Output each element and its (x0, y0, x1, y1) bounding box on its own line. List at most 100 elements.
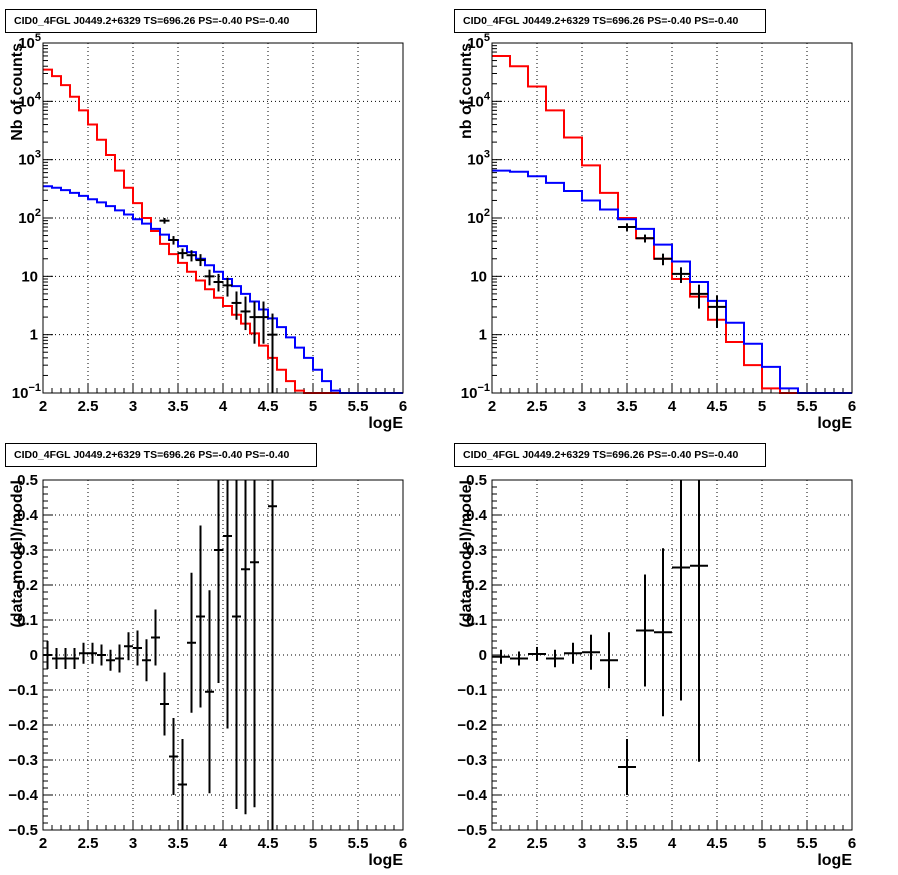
chart-panel-counts-2: 2 2.5 3 3.5 4 4.5 5 5.5 6 10−1 1 10 102 103 104 105 logE… (449, 0, 898, 437)
x-tick-label: 4 (219, 835, 228, 852)
y-tick-label: 0.4 (466, 507, 488, 524)
data-point (258, 301, 269, 344)
x-tick-label: 6 (848, 398, 856, 415)
x-tick-label: 2.5 (527, 398, 548, 415)
plot-frame (491, 479, 853, 831)
counts-chart-1-svg: 2 2.5 3 3.5 4 4.5 5 5.5 6 10−1 1 10 102 103 104 105 logE… (9, 32, 407, 432)
data-point (618, 223, 636, 231)
data-point (672, 267, 690, 283)
data-point (231, 291, 242, 320)
x-tick-label: 2.5 (527, 835, 548, 852)
y-tick-label: 0.1 (466, 612, 487, 629)
y-tick-label: 0.5 (17, 472, 38, 489)
y-tick-label: −0.1 (8, 682, 38, 699)
residual-point (223, 480, 232, 729)
y-tick-label: 0.2 (17, 577, 38, 594)
x-tick-label: 4 (668, 398, 677, 415)
y-axis-title: (data-model)/model (458, 480, 475, 628)
y-axis-title: nb of counts (458, 43, 475, 139)
data-point (222, 277, 233, 297)
residual-point (205, 590, 214, 794)
x-tick-label: 2 (488, 398, 496, 415)
residual-point (79, 642, 88, 664)
model-total-line (43, 68, 403, 394)
y-tick-label: 0.1 (17, 612, 38, 629)
y-axis-title: (data-model)/model (9, 480, 26, 628)
y-tick-label: 104 (18, 90, 42, 110)
y-tick-label: 103 (18, 149, 41, 169)
y-tick-label: −0.2 (8, 717, 38, 734)
residual-point (492, 649, 510, 664)
data-point (168, 236, 179, 245)
y-tick-label: 102 (467, 207, 490, 227)
x-tick-label: 4.5 (258, 398, 279, 415)
y-tick-label: 0.2 (466, 577, 487, 594)
residual-point (636, 574, 654, 687)
residual-point (124, 632, 133, 661)
y-tick-label: 105 (467, 32, 490, 52)
y-tick-label: 10−1 (12, 382, 41, 402)
data-point (708, 295, 726, 329)
model-component-line (492, 169, 852, 394)
y-tick-label: 0.3 (17, 542, 38, 559)
residual-point (52, 648, 61, 669)
data-point (690, 284, 708, 309)
residual-point (528, 646, 546, 661)
x-tick-label: 3.5 (168, 398, 189, 415)
residual-point (510, 651, 528, 666)
residual-point (70, 648, 79, 669)
x-tick-label: 5 (309, 835, 317, 852)
data-point (186, 250, 197, 262)
y-tick-label: −0.5 (8, 822, 38, 839)
x-tick-label: 2.5 (78, 835, 99, 852)
residual-point (43, 641, 52, 669)
y-tick-label: −0.5 (457, 822, 487, 839)
residual-point (160, 672, 169, 736)
x-tick-label: 5 (309, 398, 317, 415)
residual-point (106, 649, 115, 671)
residual-point (97, 644, 106, 666)
x-tick-label: 3.5 (168, 835, 189, 852)
x-axis-title: logE (368, 852, 403, 869)
x-tick-label: 5.5 (348, 835, 369, 852)
y-tick-label: 0 (479, 647, 487, 664)
x-tick-label: 3 (129, 835, 137, 852)
x-tick-label: 4 (668, 835, 677, 852)
y-axis-title: Nb of counts (9, 43, 26, 141)
residual-chart-1-svg: 2 2.5 3 3.5 4 4.5 5 5.5 6 −0.5 −0.4 −0.3 −0.2 −0.1 0 0.… (8, 472, 407, 869)
data-point (195, 254, 206, 267)
y-tick-label: 0.5 (466, 472, 487, 489)
residual-point (600, 632, 618, 689)
x-tick-label: 4.5 (258, 835, 279, 852)
y-tick-label: −0.1 (457, 682, 487, 699)
grid (43, 480, 403, 830)
data-point (213, 273, 224, 292)
residual-point (88, 642, 97, 664)
data-point (654, 253, 672, 266)
residual-point (187, 572, 196, 713)
x-tick-label: 2 (488, 835, 496, 852)
x-tick-label: 3.5 (617, 398, 638, 415)
data-point (240, 296, 251, 331)
residual-point (151, 609, 160, 666)
plot-frame (491, 42, 853, 394)
counts-chart-2-svg: 2 2.5 3 3.5 4 4.5 5 5.5 6 10−1 1 10 102 103 104 105 logE… (458, 32, 856, 432)
residual-point (582, 634, 600, 670)
residual-point (214, 480, 223, 683)
plot-frame (42, 479, 404, 831)
y-tick-label: 10 (21, 268, 38, 285)
y-tick-label: −0.3 (8, 752, 38, 769)
y-tick-label: 104 (467, 90, 491, 110)
y-tick-label: 1 (479, 327, 487, 344)
residual-point (142, 639, 151, 682)
x-tick-label: 2 (39, 398, 47, 415)
x-tick-label: 4 (219, 398, 228, 415)
x-tick-label: 5.5 (797, 835, 818, 852)
y-tick-label: 102 (18, 207, 41, 227)
data-point (636, 234, 654, 243)
x-tick-label: 3 (129, 398, 137, 415)
y-tick-label: 0.3 (466, 542, 487, 559)
chart-title: CID0_4FGL J0449.2+6329 TS=696.26 PS=-0.4… (454, 443, 766, 467)
model-total-line (492, 54, 852, 394)
residual-point (564, 642, 582, 664)
